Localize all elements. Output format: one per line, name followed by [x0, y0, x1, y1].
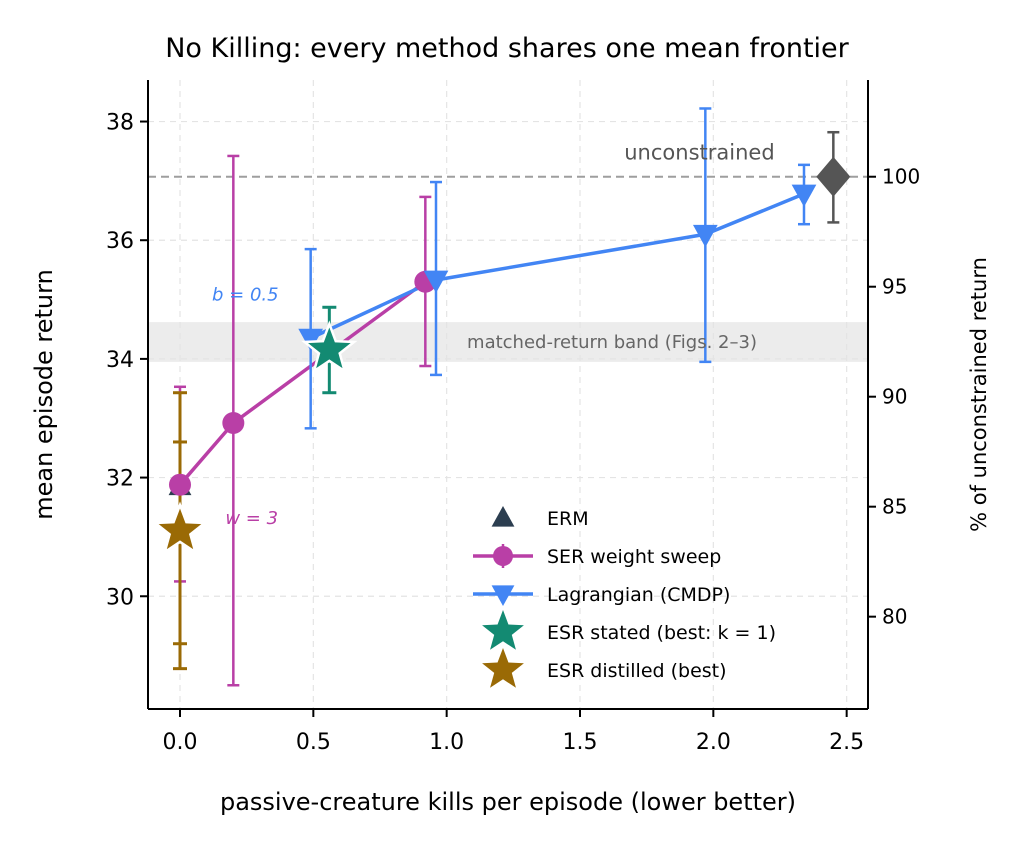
legend-swatch-marker — [491, 585, 515, 606]
unconstrained-label: unconstrained — [624, 141, 774, 165]
point-annotation: b = 0.5 — [212, 285, 279, 306]
y2-tick-label: 80 — [882, 605, 907, 629]
x-tick-label: 0.5 — [296, 730, 331, 755]
data-point — [692, 224, 718, 248]
data-point — [222, 411, 245, 434]
y-tick-label: 38 — [106, 111, 134, 136]
y-axis-label: mean episode return — [30, 269, 58, 520]
legend-swatch-marker — [482, 610, 524, 650]
legend-swatch-marker — [493, 546, 513, 566]
point-annotation: w = 3 — [225, 508, 278, 529]
y2-tick-label: 85 — [882, 495, 907, 519]
legend-label: ESR distilled (best) — [547, 660, 727, 682]
data-point — [423, 270, 449, 293]
data-point — [298, 328, 324, 352]
y-tick-label: 36 — [106, 229, 134, 254]
band-label: matched-return band (Figs. 2–3) — [467, 332, 757, 353]
legend-label: ERM — [547, 508, 589, 530]
legend-label: Lagrangian (CMDP) — [547, 584, 730, 606]
data-point — [791, 184, 817, 207]
chart-title: No Killing: every method shares one mean… — [165, 33, 849, 64]
legend-swatch-marker — [482, 648, 524, 688]
data-point — [816, 156, 851, 197]
x-tick-label: 1.5 — [563, 730, 598, 755]
data-point — [151, 501, 209, 555]
data-point — [301, 320, 358, 374]
series-line — [309, 192, 805, 340]
x-tick-label: 1.0 — [429, 730, 464, 755]
x-axis-label: passive-creature kills per episode (lowe… — [220, 788, 796, 816]
x-tick-label: 2.5 — [829, 730, 864, 755]
y2-tick-label: 90 — [882, 385, 907, 409]
y2-tick-label: 95 — [882, 275, 907, 299]
y-tick-label: 32 — [106, 467, 134, 492]
legend: ERM SER weight sweep Lagrangian (CMDP) ESR … — [473, 506, 776, 688]
legend-label: ESR stated (best: k = 1) — [547, 622, 776, 644]
data-point — [169, 473, 191, 496]
y2-axis-label: % of unconstrained return — [967, 257, 991, 532]
y-tick-label: 30 — [106, 585, 134, 610]
matched-return-band — [148, 322, 868, 362]
x-tick-label: 2.0 — [696, 730, 731, 755]
x-tick-label: 0.0 — [163, 730, 198, 755]
y-tick-label: 34 — [106, 348, 134, 373]
y2-tick-label: 100 — [882, 165, 920, 189]
legend-label: SER weight sweep — [547, 546, 721, 568]
legend-swatch-marker — [491, 506, 515, 527]
